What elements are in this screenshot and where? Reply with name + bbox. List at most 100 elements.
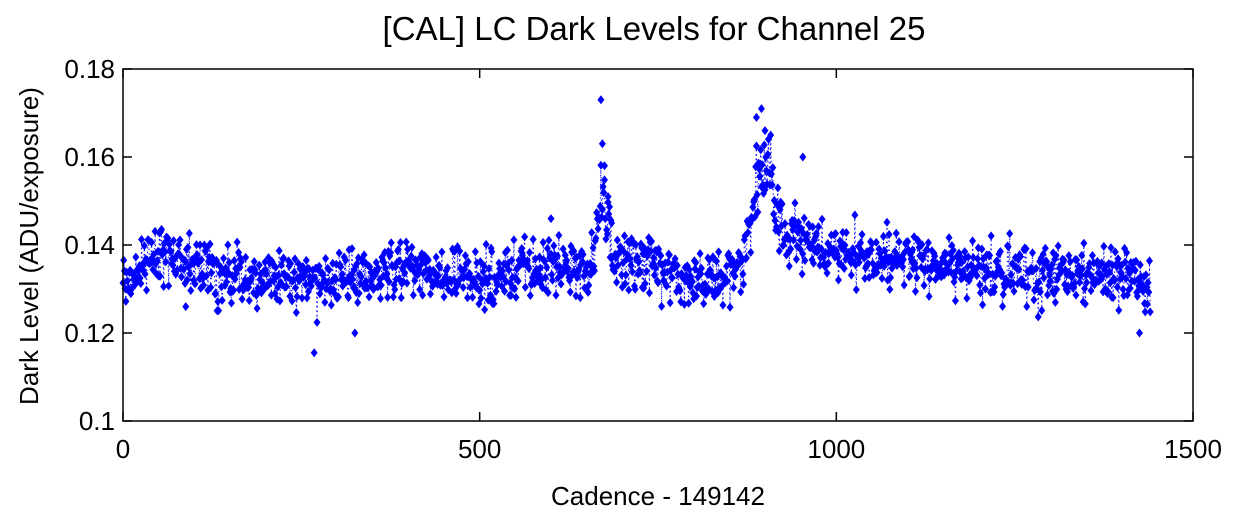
data-point [158, 224, 166, 234]
data-point [740, 279, 748, 289]
data-point [482, 239, 490, 249]
data-point [419, 290, 427, 300]
data-point [434, 271, 442, 281]
data-point [261, 257, 269, 267]
data-point [396, 237, 404, 247]
data-point [313, 317, 321, 327]
data-point [986, 250, 994, 260]
data-point [812, 228, 820, 238]
data-point [815, 222, 822, 232]
data-point [1038, 306, 1046, 316]
data-point [987, 231, 995, 241]
data-point [899, 262, 907, 272]
data-point [245, 282, 253, 292]
data-point [315, 261, 323, 271]
chart-title: [CAL] LC Dark Levels for Channel 25 [383, 10, 926, 47]
data-point [588, 228, 596, 238]
data-point [207, 283, 215, 293]
data-point [365, 292, 373, 302]
data-point [479, 267, 487, 277]
data-point [625, 285, 633, 295]
data-point [799, 152, 807, 162]
data-point [212, 289, 220, 299]
data-point [321, 297, 329, 307]
data-point [304, 287, 312, 297]
data-point [931, 251, 939, 261]
data-point [227, 298, 235, 308]
data-point [566, 287, 574, 297]
data-point [666, 298, 674, 308]
data-point [627, 260, 635, 270]
data-point [529, 234, 537, 244]
data-point [416, 284, 424, 294]
data-point [801, 255, 809, 265]
data-point [668, 273, 676, 283]
data-point [288, 296, 296, 306]
data-point [756, 171, 764, 181]
data-point [579, 249, 587, 259]
data-point [852, 285, 860, 295]
data-point [761, 126, 769, 136]
data-point [1043, 290, 1051, 300]
data-point [976, 280, 984, 290]
data-point [576, 293, 584, 303]
data-point [913, 273, 921, 283]
data-point [310, 348, 318, 358]
data-point [556, 262, 564, 272]
data-point [744, 228, 752, 238]
data-point [132, 252, 140, 262]
data-point [817, 244, 825, 254]
data-point [964, 252, 972, 262]
data-point [800, 213, 808, 223]
data-point [861, 273, 869, 283]
data-point [526, 291, 534, 301]
data-point [984, 270, 992, 280]
data-point [636, 267, 644, 277]
data-point [344, 293, 352, 303]
data-point [280, 253, 287, 263]
data-point [143, 285, 151, 295]
data-point [182, 257, 190, 267]
data-point [605, 202, 613, 212]
data-point [1081, 299, 1089, 309]
data-point [1036, 287, 1044, 297]
data-point [337, 262, 345, 272]
data-point [757, 145, 765, 155]
data-point [506, 278, 514, 288]
data-point [582, 269, 590, 279]
data-point [162, 257, 170, 267]
data-point [471, 247, 479, 257]
data-point [302, 255, 310, 265]
data-point [585, 280, 593, 290]
data-point [958, 257, 966, 267]
data-point [769, 163, 777, 173]
data-point [883, 217, 891, 227]
data-point [182, 302, 190, 312]
data-point [658, 301, 666, 311]
data-point [909, 245, 917, 255]
data-point [292, 283, 300, 293]
data-point [698, 263, 706, 273]
data-point [550, 241, 558, 251]
data-point [1041, 243, 1049, 253]
data-point [391, 285, 399, 295]
data-point [377, 294, 385, 304]
data-point [643, 266, 651, 276]
data-point [1023, 302, 1031, 312]
data-point [541, 256, 549, 266]
data-point [671, 254, 679, 264]
data-point [792, 254, 800, 264]
data-point [566, 276, 574, 286]
data-point [1051, 297, 1059, 307]
data-point [1086, 259, 1094, 269]
data-point [325, 265, 333, 275]
data-point [1053, 284, 1061, 294]
data-point [225, 257, 233, 267]
data-point [262, 269, 270, 279]
data-point [648, 236, 656, 246]
data-point [149, 265, 157, 275]
x-tick-label: 1000 [807, 434, 865, 464]
data-point [1087, 286, 1095, 296]
data-point [1049, 248, 1057, 258]
data-point [723, 276, 731, 286]
